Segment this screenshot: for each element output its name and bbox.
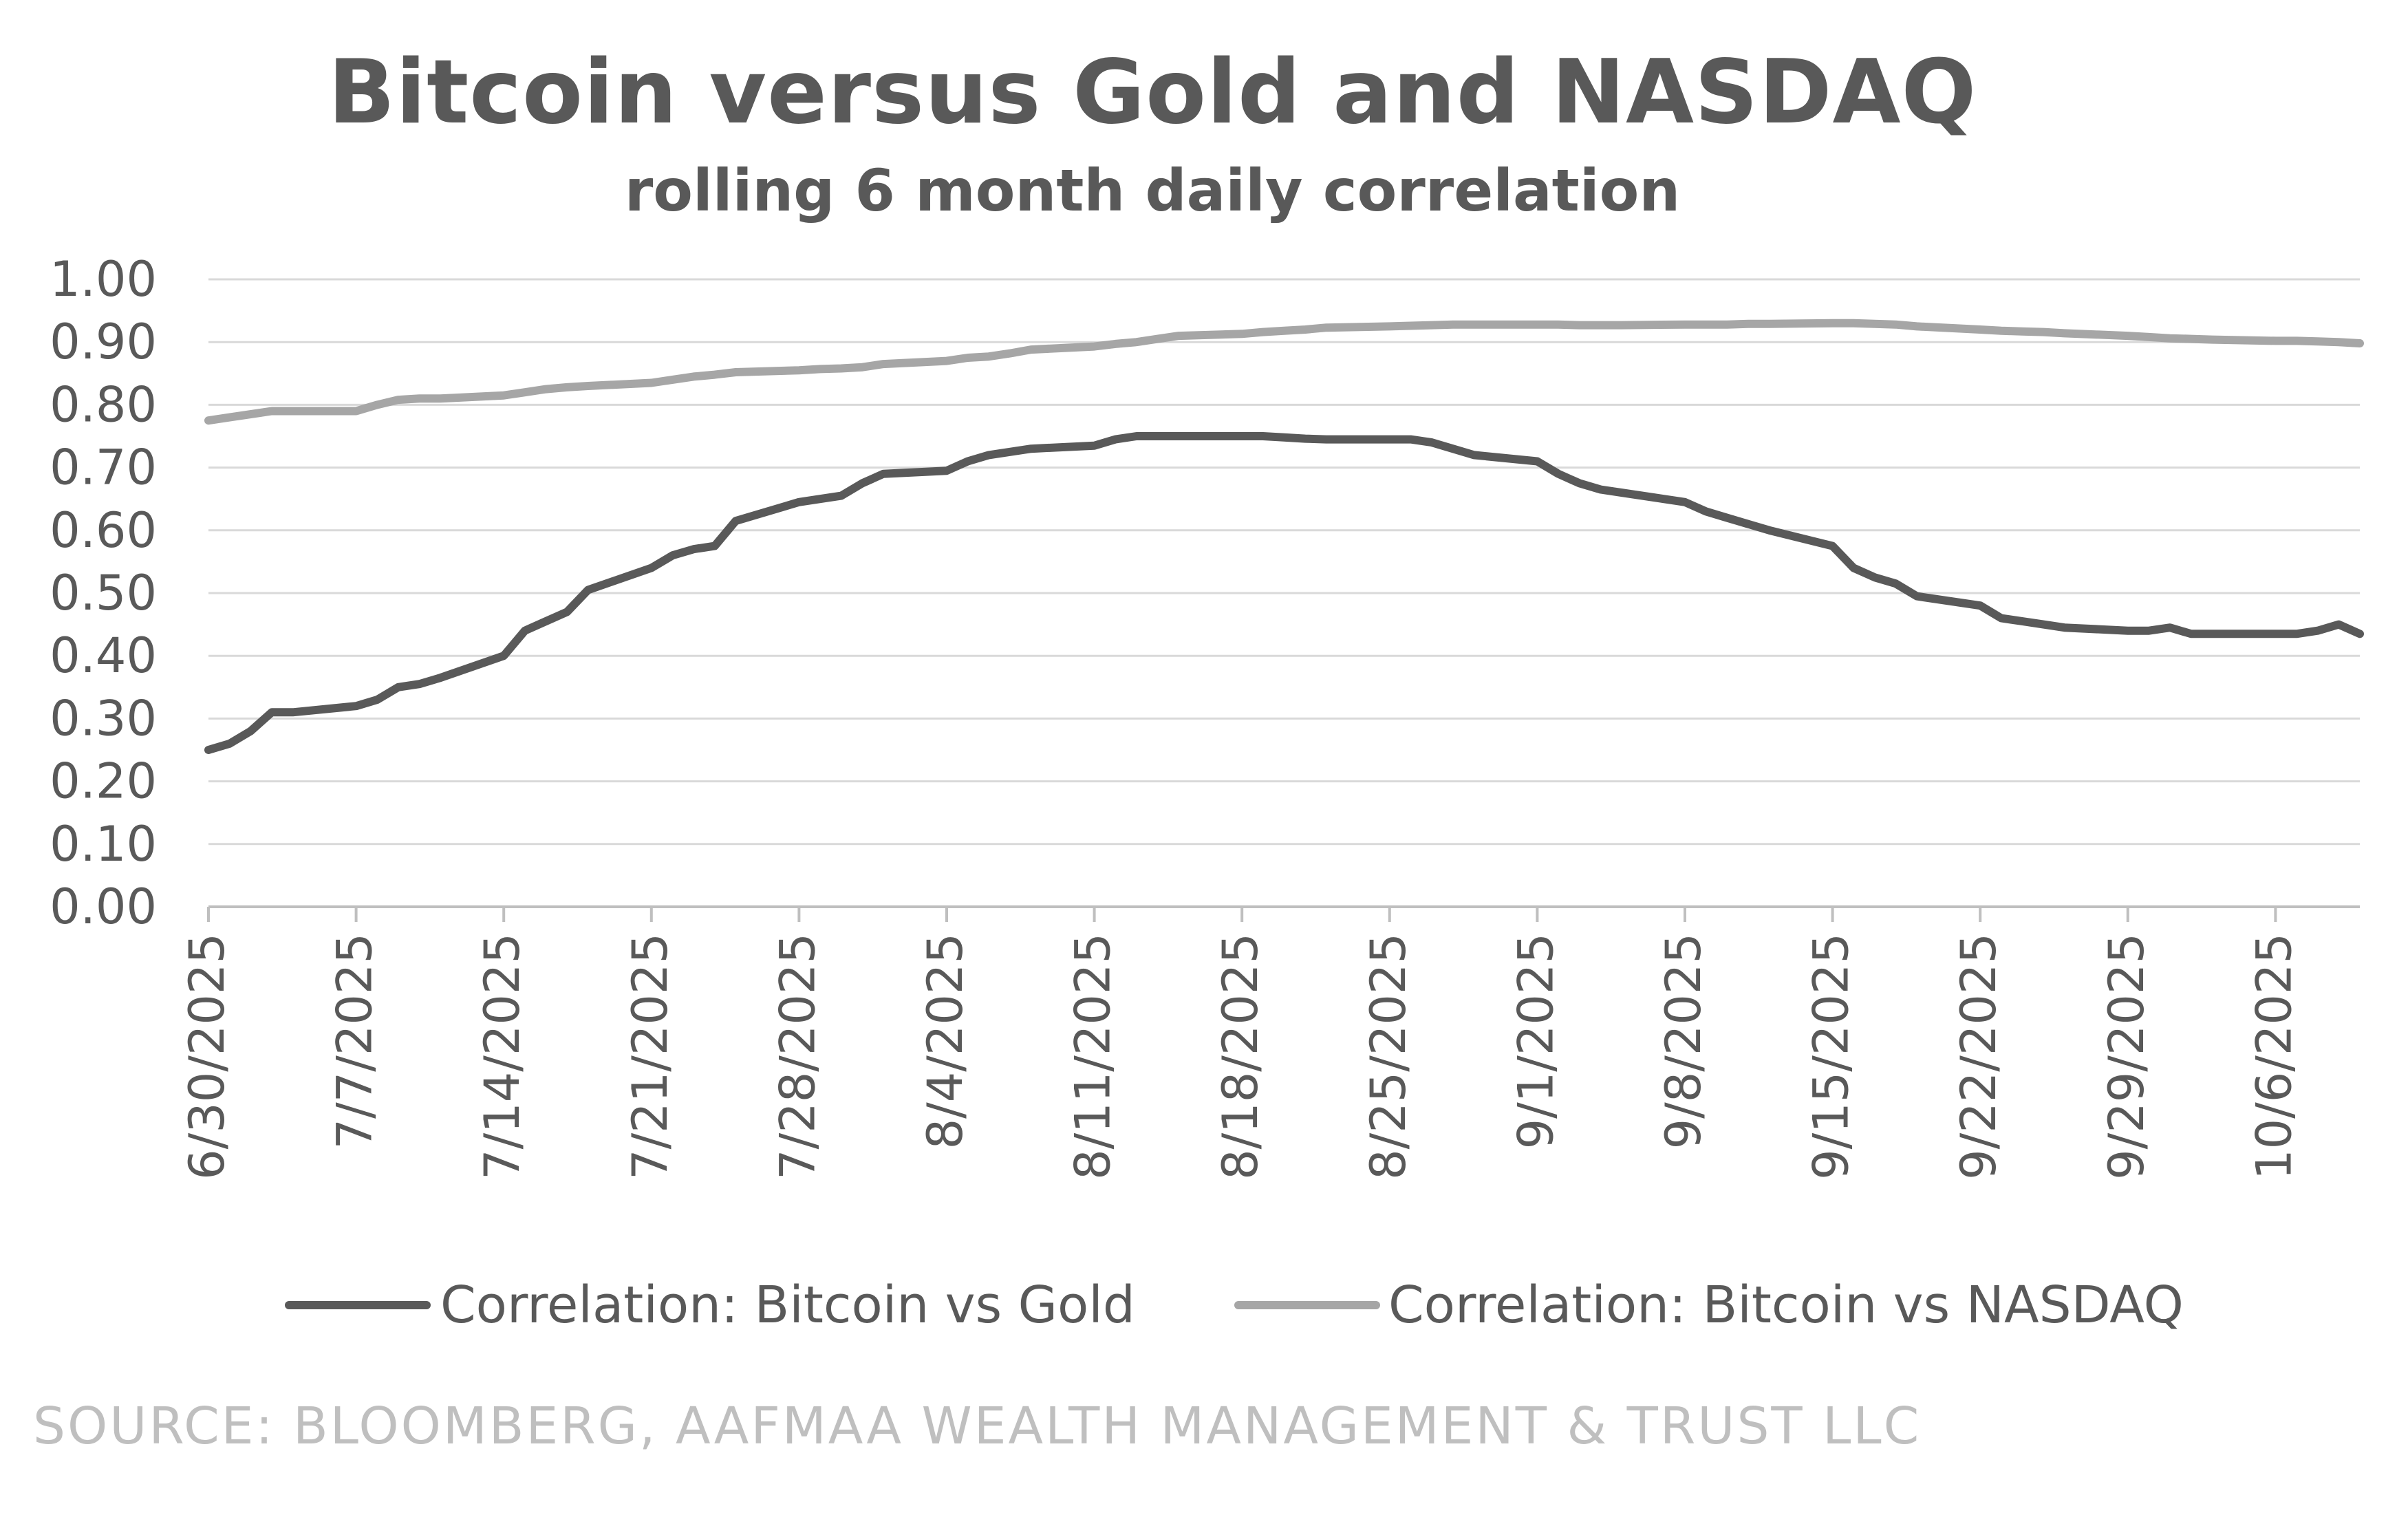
y-tick-label: 0.30 <box>50 690 157 746</box>
series-line <box>204 432 2364 754</box>
x-tick-label: 6/30/2025 <box>179 933 235 1180</box>
y-tick-label: 0.60 <box>50 502 157 559</box>
y-tick-label: 1.00 <box>50 251 157 308</box>
x-tick-label: 9/8/2025 <box>1655 933 1712 1149</box>
chart-title: Bitcoin versus Gold and NASDAQ <box>327 41 1977 144</box>
x-tick-label: 7/14/2025 <box>474 933 530 1180</box>
y-tick-label: 0.90 <box>50 314 157 370</box>
legend-label: Correlation: Bitcoin vs Gold <box>440 1276 1135 1335</box>
x-tick-label: 10/6/2025 <box>2246 933 2302 1180</box>
chart-subtitle: rolling 6 month daily correlation <box>624 157 1681 224</box>
y-tick-label: 0.80 <box>50 376 157 433</box>
x-tick-label: 8/11/2025 <box>1065 933 1121 1180</box>
x-tick-label: 9/1/2025 <box>1507 933 1564 1149</box>
x-tick-label: 8/25/2025 <box>1360 933 1417 1180</box>
x-tick-label: 7/21/2025 <box>622 933 678 1180</box>
y-tick-label: 0.70 <box>50 440 157 496</box>
y-tick-label: 0.10 <box>50 816 157 872</box>
x-tick-label: 7/7/2025 <box>327 933 383 1149</box>
legend-label: Correlation: Bitcoin vs NASDAQ <box>1388 1276 2184 1335</box>
y-tick-label: 0.50 <box>50 565 157 621</box>
x-tick-label: 9/22/2025 <box>1950 933 2007 1180</box>
y-tick-label: 0.40 <box>50 627 157 684</box>
y-tick-label: 0.00 <box>50 879 157 935</box>
series-line <box>204 319 2364 425</box>
x-tick-label: 9/15/2025 <box>1803 933 1860 1180</box>
x-tick-label: 9/29/2025 <box>2098 933 2155 1180</box>
y-tick-label: 0.20 <box>50 753 157 810</box>
x-tick-label: 8/4/2025 <box>917 933 974 1149</box>
chart-source: SOURCE: BLOOMBERG, AAFMAA WEALTH MANAGEM… <box>33 1397 1922 1456</box>
x-tick-label: 7/28/2025 <box>769 933 826 1180</box>
x-tick-label: 8/18/2025 <box>1212 933 1269 1180</box>
